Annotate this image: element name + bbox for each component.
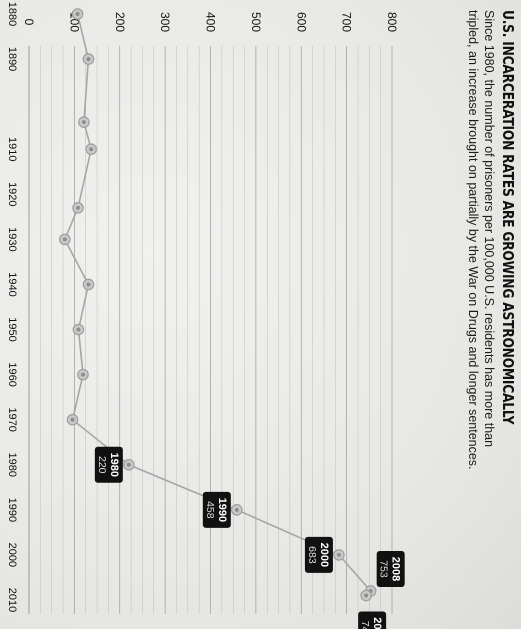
data-point-core: [76, 327, 81, 332]
grid-lines: [28, 46, 393, 614]
callout-year: 1980: [108, 453, 120, 477]
data-point-core: [62, 237, 67, 242]
callout-value: 753: [378, 560, 390, 578]
data-point-core: [76, 205, 81, 210]
y-tick-label-0: 0: [22, 19, 36, 26]
callout-year: 2000: [318, 543, 330, 567]
data-point-core: [80, 372, 85, 377]
callout-2009: 2009743: [358, 611, 387, 629]
x-tick-label-1940: 1940: [6, 272, 18, 296]
data-point-core: [336, 552, 341, 557]
y-tick-label-200: 200: [113, 12, 127, 32]
x-tick-label-1950: 1950: [6, 317, 18, 341]
callout-box: [358, 611, 387, 629]
data-point-core: [86, 282, 91, 287]
y-tick-label-600: 600: [294, 12, 308, 32]
data-point-core: [81, 120, 86, 125]
x-tick-label-1980: 1980: [6, 453, 18, 477]
x-tick-label-1990: 1990: [6, 498, 18, 522]
x-tick-label-1880: 1880: [6, 2, 18, 26]
data-point-core: [75, 12, 80, 16]
callout-box: [202, 491, 231, 528]
data-point-core: [70, 417, 75, 422]
x-tick-label-1930: 1930: [6, 227, 18, 251]
x-tick-label-1960: 1960: [6, 362, 18, 386]
data-point-core: [86, 57, 91, 62]
x-tick-label-2010: 2010: [6, 588, 18, 612]
callout-box: [94, 446, 123, 483]
y-tick-label-500: 500: [249, 12, 263, 32]
data-point-core: [364, 593, 369, 598]
callout-value: 458: [204, 501, 216, 519]
x-tick-label-1910: 1910: [6, 137, 18, 161]
data-point-core: [234, 507, 239, 512]
callout-year: 1990: [216, 498, 228, 522]
x-tick-label-1890: 1890: [6, 47, 18, 71]
y-tick-label-300: 300: [158, 12, 172, 32]
callout-box: [304, 536, 333, 573]
x-tick-labels: 1880 1890 1910 1920 1930 1940 1950 1960 1970 1980…: [6, 2, 18, 612]
x-tick-label-1920: 1920: [6, 182, 18, 206]
x-tick-label-1970: 1970: [6, 407, 18, 431]
y-tick-label-800: 800: [385, 12, 399, 32]
x-tick-label-2000: 2000: [6, 543, 18, 567]
y-tick-label-400: 400: [204, 12, 218, 32]
callout-value: 743: [359, 621, 371, 629]
callout-value: 683: [306, 546, 318, 564]
callout-year: 2008: [390, 557, 402, 581]
callout-box: [376, 550, 405, 587]
callout-year: 2009: [371, 617, 383, 629]
data-point-core: [126, 462, 131, 467]
y-tick-labels: 0 100 200 300 400 500 600 700 800: [22, 12, 399, 32]
y-tick-label-700: 700: [340, 12, 354, 32]
data-point-core: [89, 147, 94, 152]
callout-value: 220: [96, 456, 108, 474]
data-points: [59, 8, 377, 602]
